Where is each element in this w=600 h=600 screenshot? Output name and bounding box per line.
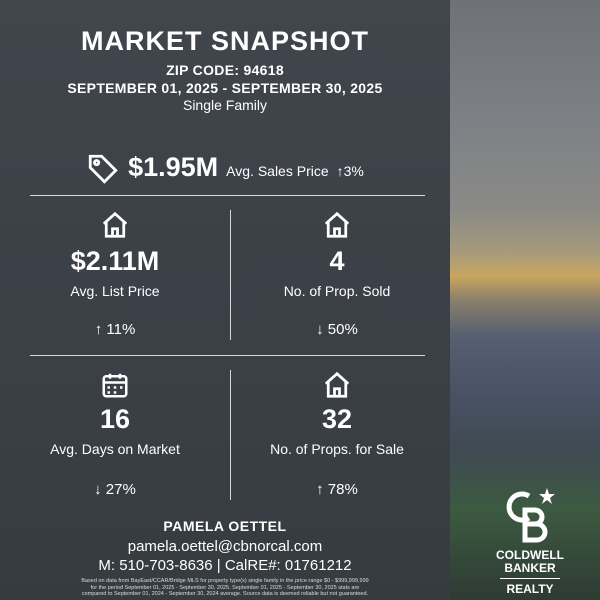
sales-change: ↑3% bbox=[336, 163, 364, 179]
sales-value: $1.95M bbox=[128, 152, 219, 182]
coldwell-banker-logo: COLDWELL BANKER REALTY bbox=[490, 488, 570, 596]
disclaimer: Based on data from BayEast/CCAR/Bridge M… bbox=[81, 578, 369, 597]
home-icon bbox=[322, 210, 352, 240]
stat-label: Avg. List Price bbox=[70, 283, 160, 299]
stat-label: No. of Props. for Sale bbox=[270, 441, 404, 457]
stat-value: $2.11M bbox=[70, 246, 160, 276]
price-tag-icon bbox=[88, 154, 118, 184]
snapshot-panel bbox=[0, 0, 450, 600]
agent-email[interactable]: pamela.oettel@cbnorcal.com bbox=[127, 538, 323, 555]
stat-props-for-sale: 32 No. of Props. for Sale ↑ 78% bbox=[237, 370, 437, 498]
stat-change: ↓ 27% bbox=[94, 481, 136, 498]
property-type: Single Family bbox=[182, 97, 268, 113]
sales-label: Avg. Sales Price bbox=[226, 163, 329, 179]
divider bbox=[30, 195, 425, 196]
logo-text: BANKER bbox=[504, 561, 556, 575]
cb-monogram-icon bbox=[506, 488, 555, 543]
home-icon bbox=[322, 370, 352, 400]
stat-value: 16 bbox=[99, 404, 131, 434]
logo-text: COLDWELL bbox=[496, 548, 564, 562]
stat-days-on-market: 16 Avg. Days on Market ↓ 27% bbox=[15, 370, 215, 498]
stat-props-sold: 4 No. of Prop. Sold ↓ 50% bbox=[237, 210, 437, 338]
avg-sales-price-row: $1.95M Avg. Sales Price ↑3% bbox=[0, 152, 450, 186]
page-title: MARKET SNAPSHOT bbox=[80, 26, 369, 56]
calendar-icon bbox=[100, 370, 130, 400]
agent-phone: M: 510-703-8636 | CalRE#: 01761212 bbox=[98, 557, 352, 574]
zip-code: ZIP CODE: 94618 bbox=[166, 62, 284, 78]
divider bbox=[230, 370, 231, 500]
stat-change: ↓ 50% bbox=[316, 321, 358, 338]
background-photo bbox=[450, 0, 600, 600]
divider bbox=[30, 355, 425, 356]
logo-text: REALTY bbox=[506, 582, 554, 596]
stat-value: 4 bbox=[329, 246, 345, 276]
stat-label: Avg. Days on Market bbox=[50, 441, 180, 457]
stat-change: ↑ 78% bbox=[316, 481, 358, 498]
stat-value: 32 bbox=[321, 404, 353, 434]
stat-avg-list-price: $2.11M Avg. List Price ↑ 11% bbox=[15, 210, 215, 338]
stat-change: ↑ 11% bbox=[94, 321, 136, 338]
agent-name: PAMELA OETTEL bbox=[163, 518, 287, 534]
date-range: SEPTEMBER 01, 2025 - SEPTEMBER 30, 2025 bbox=[67, 80, 383, 96]
stat-label: No. of Prop. Sold bbox=[283, 283, 391, 299]
divider bbox=[230, 210, 231, 340]
home-icon bbox=[100, 210, 130, 240]
